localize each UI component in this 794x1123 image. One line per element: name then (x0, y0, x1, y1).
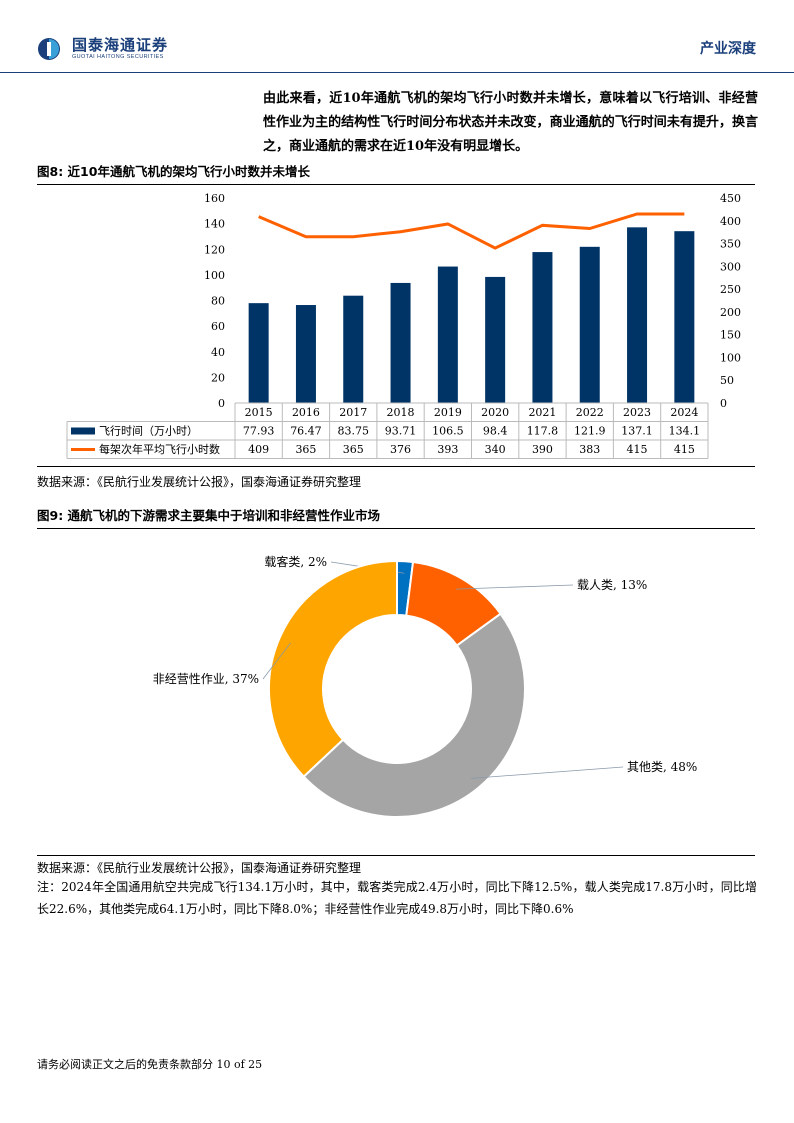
y-right-tick-label: 400 (720, 215, 741, 228)
bar (390, 282, 411, 403)
x-tick-label: 2020 (481, 406, 509, 419)
line-data-label: 383 (579, 443, 600, 456)
bar (532, 252, 553, 403)
bar (437, 266, 458, 403)
leader-line (262, 642, 291, 680)
figure-9-bottom-rule (37, 855, 755, 856)
x-tick-label: 2021 (528, 406, 556, 419)
y-left-tick-label: 140 (204, 218, 225, 231)
y-right-tick-label: 0 (720, 397, 727, 410)
bar (579, 246, 600, 403)
line-data-label: 365 (295, 443, 316, 456)
bar-data-label: 83.75 (338, 425, 370, 438)
bar (627, 227, 648, 403)
y-left-tick-label: 160 (204, 192, 225, 205)
donut-slice (268, 559, 398, 779)
legend-label-bar: 飞行时间（万小时） (99, 425, 198, 438)
bar-data-label: 106.5 (432, 425, 464, 438)
slice-label: 载客类, 2% (264, 554, 327, 569)
bar-data-label: 134.1 (669, 425, 701, 438)
figure-9-title: 图9: 通航飞机的下游需求主要集中于培训和非经营性作业市场 (37, 505, 755, 529)
y-right-tick-label: 250 (720, 283, 741, 296)
series-line (258, 212, 685, 250)
brand-logo: 国泰海通证券 GUOTAI HAITONG SECURITIES (36, 36, 168, 62)
y-right-tick-label: 450 (720, 192, 741, 205)
legend-swatch-bar (71, 427, 95, 435)
bar-data-label: 98.4 (483, 425, 508, 438)
x-tick-label: 2016 (292, 406, 320, 419)
y-right-tick-label: 350 (720, 238, 741, 251)
y-left-tick-label: 60 (211, 320, 225, 333)
figure-9-source: 数据来源：《民航行业发展统计公报》，国泰海通证券研究整理 (37, 861, 362, 875)
figure-8-chart: 0 20 40 60 80 100 120 140 160 0 50 100 150 200 250 300 3… (66, 192, 741, 459)
intro-paragraph: 由此来看，近10年通航飞机的架均飞行小时数并未增长，意味着以飞行培训、非经营性作… (263, 91, 758, 154)
x-tick-label: 2015 (245, 406, 273, 419)
bar (295, 305, 316, 403)
y-left-tick-label: 0 (218, 397, 225, 410)
y-left-tick-label: 80 (211, 295, 225, 308)
logo-icon (38, 38, 60, 60)
bar-data-label: 76.47 (290, 425, 322, 438)
x-tick-label: 2024 (670, 406, 698, 419)
header-rule (0, 72, 794, 73)
logo-name-en: GUOTAI HAITONG SECURITIES (72, 54, 164, 60)
slice-label: 其他类, 48% (627, 760, 697, 774)
bar (674, 231, 695, 403)
donut-slice (302, 612, 526, 818)
line-data-label: 390 (532, 443, 553, 456)
bar-data-label: 77.93 (243, 425, 275, 438)
legend-label-line: 每架次年平均飞行小时数 (99, 442, 220, 456)
bar (248, 303, 269, 403)
bar-data-label: 93.71 (385, 425, 417, 438)
figure-9-chart: 载客类, 2% 载人类, 13% 其他类, 48% 非经营性作业, 37% (153, 554, 697, 818)
y-left-tick-label: 40 (211, 346, 225, 359)
line-data-label: 365 (343, 443, 364, 456)
bar-data-label: 137.1 (621, 425, 653, 438)
figure-8-bottom-rule (37, 466, 755, 467)
x-tick-label: 2022 (576, 406, 604, 419)
bar-data-label: 121.9 (574, 425, 606, 438)
logo-name: 国泰海通证券 (72, 36, 169, 54)
y-right-tick-label: 100 (720, 351, 741, 364)
line-data-label: 340 (485, 443, 506, 456)
y-right-tick-label: 150 (720, 329, 741, 342)
figure-9-note: 注：2024年全国通用航空共完成飞行134.1万小时，其中，载客类完成2.4万小… (37, 880, 757, 916)
y-left-tick-label: 120 (204, 243, 225, 256)
line-data-label: 415 (674, 443, 695, 456)
x-tick-label: 2017 (339, 406, 367, 419)
x-tick-label: 2019 (434, 406, 462, 419)
y-right-tick-label: 200 (720, 306, 741, 319)
line-data-label: 409 (248, 443, 269, 456)
x-tick-label: 2023 (623, 406, 651, 419)
figure-8-title: 图8: 近10年通航飞机的架均飞行小时数并未增长 (37, 161, 755, 185)
leader-line (470, 766, 624, 779)
x-tick-label: 2018 (387, 406, 415, 419)
line-data-label: 415 (627, 443, 648, 456)
bar (485, 276, 506, 403)
bar (343, 295, 364, 403)
y-right-tick-label: 50 (720, 374, 734, 387)
slice-label: 载人类, 13% (577, 578, 647, 592)
y-right-tick-label: 300 (720, 260, 741, 273)
y-left-tick-label: 100 (204, 269, 225, 282)
figure-8-source: 数据来源：《民航行业发展统计公报》，国泰海通证券研究整理 (37, 475, 362, 489)
line-data-label: 393 (437, 443, 458, 456)
line-data-label: 376 (390, 443, 411, 456)
footer-disclaimer: 请务必阅读正文之后的免责条款部分 10 of 25 (37, 1058, 263, 1071)
bar-data-label: 117.8 (527, 425, 559, 438)
y-left-tick-label: 20 (211, 371, 225, 384)
section-label: 产业深度 (700, 41, 756, 57)
slice-label: 非经营性作业, 37% (153, 672, 259, 686)
leader-line (456, 584, 574, 590)
